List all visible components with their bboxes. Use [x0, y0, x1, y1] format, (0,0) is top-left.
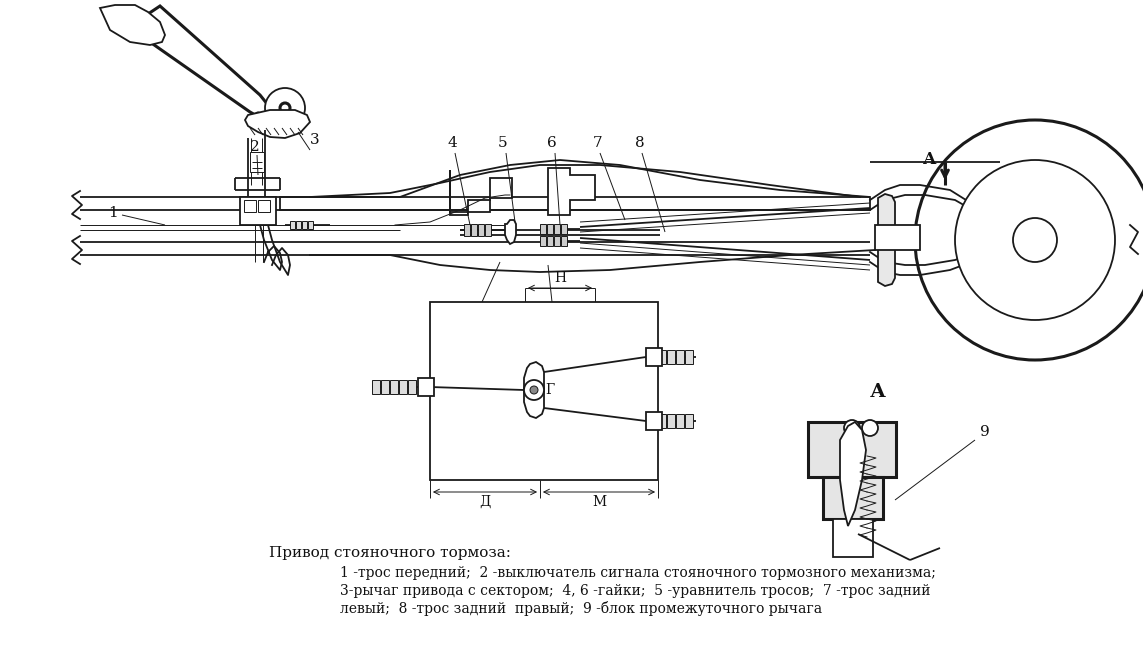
Bar	[418, 378, 434, 396]
Polygon shape	[99, 5, 165, 45]
Bar	[554, 224, 560, 234]
Circle shape	[916, 120, 1143, 360]
Polygon shape	[280, 160, 870, 210]
Bar	[390, 380, 398, 394]
Bar	[646, 348, 662, 366]
Text: 3: 3	[310, 133, 320, 147]
Circle shape	[530, 386, 538, 394]
Text: 3-рычаг привода с сектором;  4, 6 -гайки;  5 -уравнитель тросов;  7 -трос задний: 3-рычаг привода с сектором; 4, 6 -гайки;…	[339, 584, 930, 598]
Text: 6: 6	[547, 136, 557, 150]
Text: Н: Н	[554, 271, 566, 285]
Text: А: А	[870, 383, 886, 401]
Bar	[307, 221, 313, 229]
Circle shape	[255, 112, 261, 118]
Circle shape	[265, 88, 305, 128]
Bar	[240, 197, 275, 225]
Bar	[381, 380, 389, 394]
Circle shape	[862, 420, 878, 436]
Bar	[668, 350, 676, 364]
Bar	[561, 224, 567, 234]
Bar	[290, 221, 295, 229]
Text: 5: 5	[498, 136, 507, 150]
Polygon shape	[505, 220, 515, 244]
Bar	[561, 236, 567, 246]
Text: Д: Д	[479, 495, 490, 509]
Bar	[243, 200, 256, 212]
Text: левый;  8 -трос задний  правый;  9 -блок промежуточного рычага: левый; 8 -трос задний правый; 9 -блок пр…	[339, 601, 822, 616]
Circle shape	[844, 420, 860, 436]
Bar	[371, 380, 379, 394]
Bar	[250, 152, 264, 172]
Bar	[399, 380, 407, 394]
Bar	[547, 224, 553, 234]
Text: М: М	[592, 495, 606, 509]
Polygon shape	[523, 362, 544, 418]
Text: А: А	[924, 152, 937, 168]
Text: 9: 9	[981, 425, 990, 439]
Bar	[471, 224, 477, 236]
Text: 1: 1	[109, 206, 118, 220]
Text: 2: 2	[250, 140, 259, 154]
Bar	[554, 236, 560, 246]
Bar	[296, 221, 301, 229]
Polygon shape	[138, 6, 272, 120]
Bar	[478, 224, 483, 236]
Circle shape	[956, 160, 1116, 320]
Bar	[808, 422, 896, 477]
Bar	[676, 414, 684, 428]
Text: 4: 4	[447, 136, 457, 150]
Polygon shape	[450, 170, 512, 215]
Bar	[833, 519, 873, 557]
Bar	[408, 380, 416, 394]
Bar	[685, 414, 693, 428]
Text: Привод стояночного тормоза:: Привод стояночного тормоза:	[269, 546, 511, 560]
Text: 8: 8	[636, 136, 645, 150]
Bar	[547, 236, 553, 246]
Bar	[485, 224, 491, 236]
Bar	[823, 477, 884, 519]
Polygon shape	[878, 194, 895, 286]
Bar	[539, 224, 546, 234]
Bar	[302, 221, 307, 229]
Polygon shape	[840, 422, 866, 526]
Polygon shape	[245, 110, 310, 138]
Bar	[646, 412, 662, 430]
Polygon shape	[547, 168, 596, 215]
Bar	[668, 414, 676, 428]
Circle shape	[523, 380, 544, 400]
Text: 1 -трос передний;  2 -выключатель сигнала стояночного тормозного механизма;: 1 -трос передний; 2 -выключатель сигнала…	[339, 566, 936, 580]
Bar	[539, 236, 546, 246]
Bar	[876, 225, 920, 250]
Circle shape	[1013, 218, 1057, 262]
Text: Г: Г	[545, 383, 554, 397]
Bar	[676, 350, 684, 364]
Bar	[658, 414, 666, 428]
Bar	[464, 224, 470, 236]
Bar	[258, 200, 270, 212]
Bar	[685, 350, 693, 364]
Bar	[658, 350, 666, 364]
Bar	[430, 302, 658, 480]
Circle shape	[280, 103, 290, 113]
Text: 7: 7	[593, 136, 602, 150]
